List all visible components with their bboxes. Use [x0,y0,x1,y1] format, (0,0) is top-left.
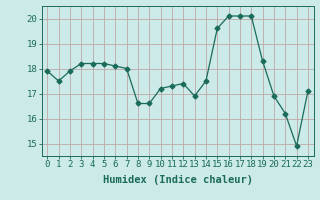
X-axis label: Humidex (Indice chaleur): Humidex (Indice chaleur) [103,175,252,185]
